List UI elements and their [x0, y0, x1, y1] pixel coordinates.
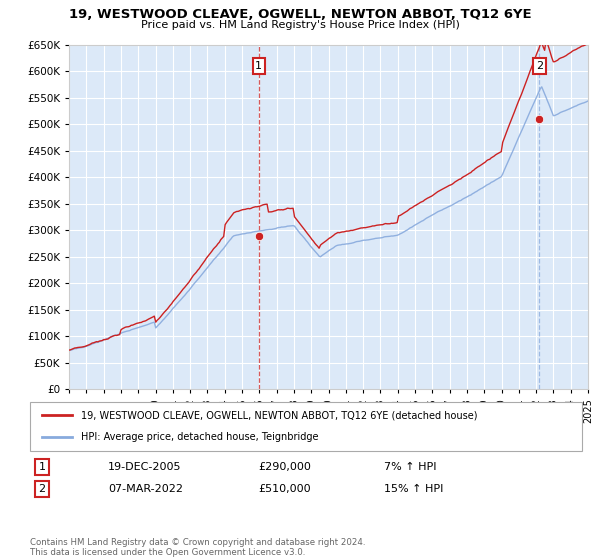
Text: 1: 1 [38, 462, 46, 472]
Text: 1: 1 [255, 61, 262, 71]
Text: Contains HM Land Registry data © Crown copyright and database right 2024.
This d: Contains HM Land Registry data © Crown c… [30, 538, 365, 557]
Text: Price paid vs. HM Land Registry's House Price Index (HPI): Price paid vs. HM Land Registry's House … [140, 20, 460, 30]
Text: 2: 2 [38, 484, 46, 494]
Text: £290,000: £290,000 [258, 462, 311, 472]
Text: 19-DEC-2005: 19-DEC-2005 [108, 462, 182, 472]
Text: 07-MAR-2022: 07-MAR-2022 [108, 484, 183, 494]
Text: 2: 2 [536, 61, 543, 71]
Text: 19, WESTWOOD CLEAVE, OGWELL, NEWTON ABBOT, TQ12 6YE (detached house): 19, WESTWOOD CLEAVE, OGWELL, NEWTON ABBO… [81, 410, 478, 421]
Text: 7% ↑ HPI: 7% ↑ HPI [384, 462, 437, 472]
Text: £510,000: £510,000 [258, 484, 311, 494]
Text: 15% ↑ HPI: 15% ↑ HPI [384, 484, 443, 494]
Text: HPI: Average price, detached house, Teignbridge: HPI: Average price, detached house, Teig… [81, 432, 319, 442]
Text: 19, WESTWOOD CLEAVE, OGWELL, NEWTON ABBOT, TQ12 6YE: 19, WESTWOOD CLEAVE, OGWELL, NEWTON ABBO… [68, 8, 532, 21]
